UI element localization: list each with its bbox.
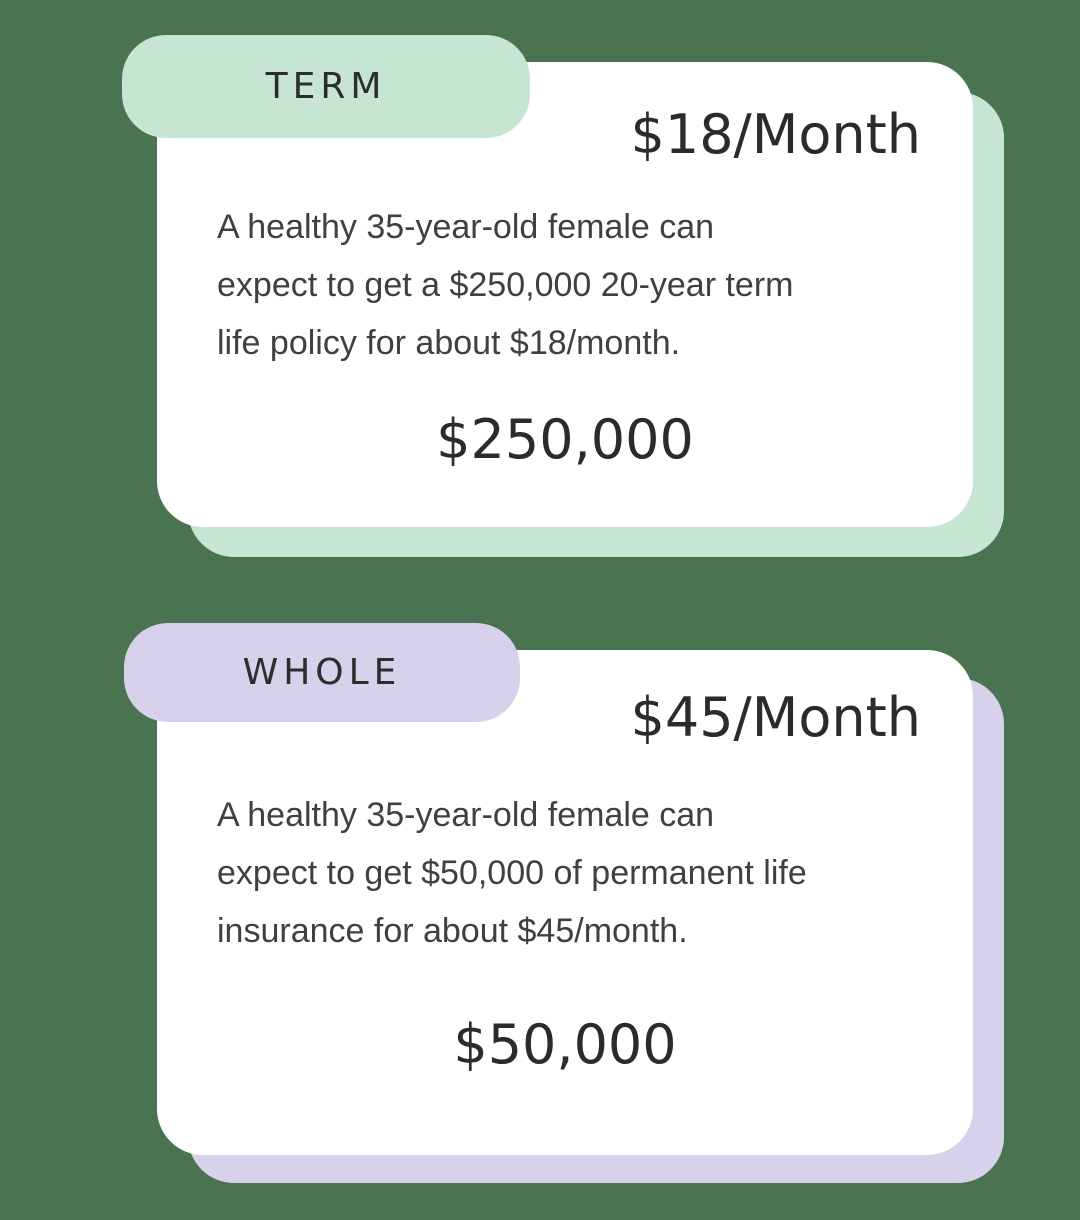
term-card-group: $18/Month A healthy 35-year-old female c… xyxy=(122,35,1004,557)
whole-card-group: $45/Month A healthy 35-year-old female c… xyxy=(0,588,1080,1220)
term-badge-label: TERM xyxy=(265,66,387,107)
term-description: A healthy 35-year-old female can expect … xyxy=(217,198,793,372)
whole-description-line-1: A healthy 35-year-old female can xyxy=(217,796,715,834)
term-price: $18/Month xyxy=(630,103,921,166)
term-coverage-amount: $250,000 xyxy=(436,408,694,471)
whole-coverage-amount: $50,000 xyxy=(453,1013,677,1076)
term-description-line-2: expect to get a $250,000 20-year term xyxy=(217,266,794,304)
whole-price: $45/Month xyxy=(630,686,921,749)
term-description-line-1: A healthy 35-year-old female can xyxy=(217,208,715,246)
term-card: $18/Month A healthy 35-year-old female c… xyxy=(157,62,973,527)
term-description-line-3: life policy for about $18/month. xyxy=(217,324,681,362)
whole-description-line-2: expect to get $50,000 of permanent life xyxy=(217,854,807,892)
whole-badge: WHOLE xyxy=(124,623,520,722)
whole-card: $45/Month A healthy 35-year-old female c… xyxy=(157,650,973,1155)
whole-badge-label: WHOLE xyxy=(242,652,402,693)
term-badge: TERM xyxy=(122,35,530,138)
whole-description: A healthy 35-year-old female can expect … xyxy=(217,786,807,960)
whole-description-line-3: insurance for about $45/month. xyxy=(217,912,688,950)
